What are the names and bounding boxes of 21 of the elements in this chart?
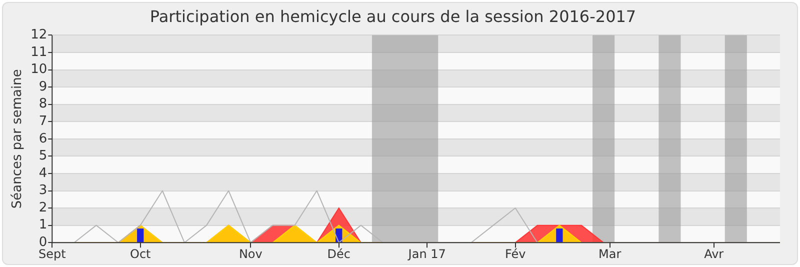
y-tick-label: 3 <box>38 183 48 198</box>
y-tick-label: 8 <box>38 96 48 112</box>
y-tick-label: 5 <box>38 148 48 164</box>
y-tick-label: 11 <box>30 44 48 60</box>
chart-title: Participation en hemicycle au cours de la session 2016-2017 <box>150 6 636 26</box>
y-tick-label: 10 <box>30 62 48 78</box>
x-tick-label: Déc <box>327 246 350 261</box>
y-tick-label: 2 <box>38 200 48 216</box>
y-tick-label: 7 <box>38 114 48 129</box>
y-tick-label: 1 <box>38 218 48 233</box>
x-tick-label: Nov <box>238 246 262 261</box>
y-tick-label: 6 <box>38 131 48 146</box>
y-tick-label: 9 <box>38 79 48 94</box>
x-tick-label: Fév <box>504 246 526 261</box>
y-tick-label: 12 <box>30 28 48 43</box>
x-tick-label: Mar <box>598 246 622 261</box>
y-tick-label: 4 <box>38 166 48 181</box>
x-tick-label: Oct <box>130 246 152 261</box>
x-tick-label: Avr <box>704 246 724 261</box>
x-tick-label: Jan 17 <box>407 246 446 261</box>
y-axis-title: Séances par semaine <box>10 69 26 209</box>
